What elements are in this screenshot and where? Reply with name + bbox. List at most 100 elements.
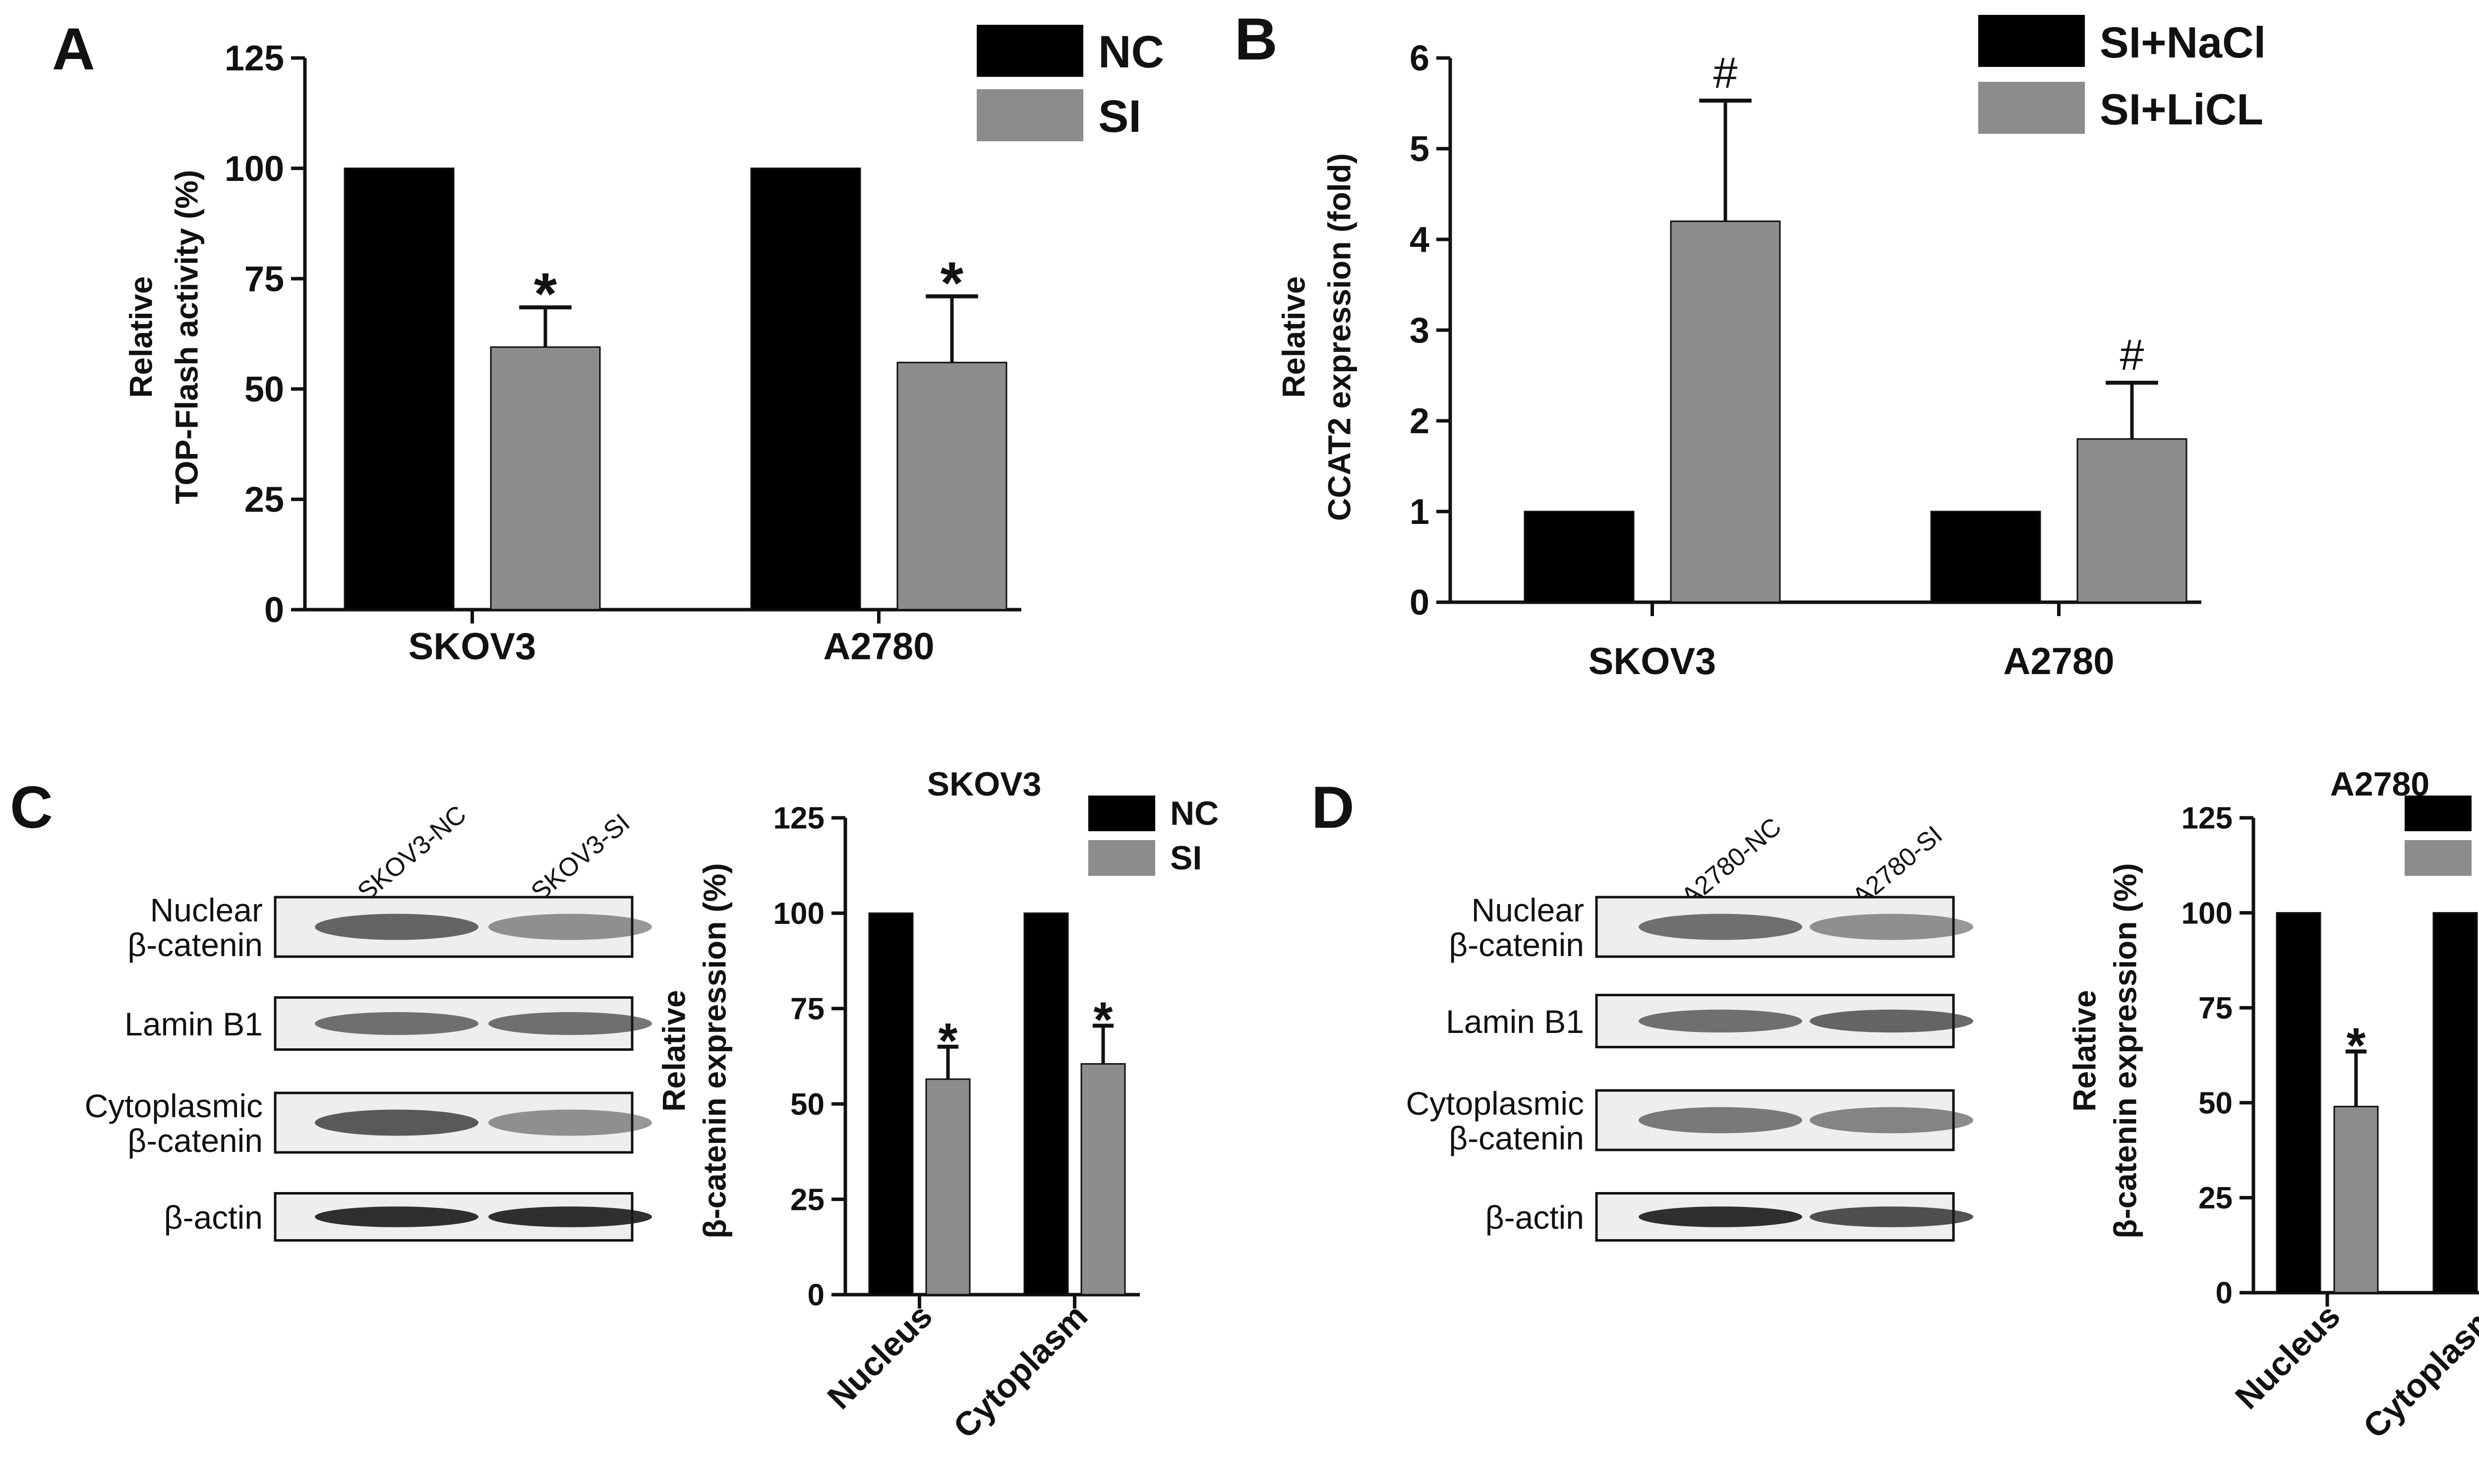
y-axis-title: Relative CCAT2 expression (fold)	[1276, 153, 1357, 521]
lane-label: SKOV3-NC	[352, 800, 472, 907]
protein-band	[488, 1012, 652, 1035]
blot-row-label: Nuclear β-catenin	[1449, 892, 1584, 963]
significance-asterisk: *	[534, 261, 557, 327]
legend-swatch	[2405, 796, 2472, 831]
legend-label: SI+LiCL	[2100, 85, 2263, 134]
blot-row-label: β-actin	[1485, 1199, 1584, 1236]
blot-row-label-line: Cytoplasmic	[85, 1087, 263, 1124]
y-axis-title-line: Relative	[123, 276, 159, 398]
protein-band	[315, 913, 478, 940]
x-tick-label: A2780	[2004, 640, 2115, 683]
y-axis-title-group: Relative β-catenin expression (%)	[656, 863, 732, 1238]
blot-row-label-line: β-catenin	[127, 926, 263, 963]
y-axis-title-line: β-catenin expression (%)	[697, 863, 732, 1238]
y-axis-title-line: β-catenin expression (%)	[2107, 863, 2143, 1238]
y-axis-title-line: Relative	[656, 990, 692, 1111]
legend-swatch	[1088, 840, 1155, 876]
protein-band	[1639, 1009, 1802, 1033]
protein-band	[1810, 1206, 1973, 1227]
lane-label: SKOV3-SI	[526, 808, 635, 907]
y-tick-label: 50	[2198, 1086, 2233, 1121]
bar	[868, 912, 914, 1296]
panel-letter: B	[1235, 6, 1278, 72]
y-axis-title-line: Relative	[2066, 990, 2102, 1111]
protein-band	[315, 1109, 478, 1136]
protein-band	[315, 1012, 478, 1035]
y-tick-label: 100	[773, 897, 825, 931]
legend-label: SI	[1098, 91, 1141, 142]
y-tick-label: 125	[773, 801, 825, 836]
significance-hash: #	[1713, 48, 1738, 97]
y-tick-label: 75	[2198, 991, 2233, 1026]
y-tick-label: 0	[2216, 1276, 2233, 1311]
significance-asterisk: *	[1094, 992, 1113, 1047]
x-tick-label: Cytoplasm	[2356, 1297, 2479, 1446]
blot-row-label-line: Cytoplasmic	[1406, 1085, 1584, 1122]
y-tick-label: 125	[2182, 801, 2233, 836]
y-tick-label: 2	[1410, 401, 1429, 441]
legend-label: SI+NaCl	[2100, 18, 2266, 67]
y-tick-label: 0	[264, 590, 284, 630]
protein-band	[1810, 913, 1973, 940]
blot-row-label-line: β-catenin	[1449, 926, 1584, 963]
legend-swatch	[1978, 82, 2085, 134]
blot-row-label: β-actin	[164, 1199, 263, 1236]
significance-hash: #	[2120, 330, 2144, 379]
y-axis-title-line: CCAT2 expression (fold)	[1321, 153, 1357, 521]
protein-band	[488, 913, 652, 940]
y-tick-label: 3	[1410, 311, 1429, 350]
bar	[2333, 1105, 2379, 1294]
panel-letter: A	[52, 16, 95, 82]
y-axis-title: Relative β-catenin expression (%)	[2066, 863, 2143, 1238]
protein-band	[1810, 1009, 1973, 1033]
bar	[1670, 220, 1781, 603]
blot-row-label: Lamin B1	[1446, 1003, 1584, 1040]
y-tick-label: 100	[225, 149, 284, 189]
y-axis-title-group: Relative TOP-Flash activity (%)	[123, 170, 204, 505]
blot-row-label-line: β-catenin	[1449, 1120, 1584, 1156]
y-tick-label: 5	[1410, 129, 1429, 169]
y-tick-label: 25	[2198, 1181, 2233, 1215]
y-tick-label: 125	[225, 39, 284, 78]
y-axis-title-group: Relative β-catenin expression (%)	[2066, 863, 2143, 1238]
legend-swatch	[977, 89, 1083, 141]
x-tick-label: Cytoplasm	[946, 1297, 1095, 1446]
bar	[2432, 912, 2478, 1294]
blot-row-label-line: Nuclear	[1472, 892, 1584, 928]
blot-row-label-line: Lamin B1	[124, 1006, 263, 1042]
blot-row-label-line: Lamin B1	[1446, 1003, 1584, 1040]
y-tick-label: 0	[808, 1278, 825, 1313]
legend-label: NC	[1098, 27, 1164, 77]
x-tick-label: Nucleus	[820, 1297, 940, 1417]
y-tick-label: 25	[244, 480, 284, 520]
significance-asterisk: *	[941, 250, 964, 316]
bar	[1080, 1063, 1126, 1296]
y-tick-label: 75	[244, 259, 284, 299]
bar	[1930, 511, 2041, 603]
blot-row-label-line: β-actin	[164, 1199, 263, 1236]
y-tick-label: 0	[1410, 583, 1429, 623]
blot-row-label: Lamin B1	[124, 1006, 263, 1042]
y-tick-label: 100	[2182, 896, 2233, 930]
x-tick-label: Nucleus	[2228, 1297, 2348, 1417]
bar	[2076, 438, 2187, 603]
significance-asterisk: *	[939, 1013, 958, 1069]
significance-asterisk: *	[2347, 1018, 2366, 1073]
protein-band	[1639, 1206, 1802, 1227]
blot-row-label-line: β-catenin	[127, 1122, 263, 1159]
legend-label: SI	[1170, 839, 1202, 877]
y-tick-label: 25	[790, 1183, 825, 1217]
bar	[2276, 912, 2321, 1294]
protein-band	[488, 1206, 652, 1227]
blot-row-label: Cytoplasmic β-catenin	[85, 1087, 263, 1159]
legend-swatch	[1088, 796, 1155, 831]
bar	[344, 168, 455, 611]
y-axis-title-line: Relative	[1276, 276, 1311, 398]
legend-label: NC	[1170, 795, 1219, 832]
chart-panel-a: A 0 25 50 75 100 125 Relative TOP-Flash activity…	[52, 16, 1164, 668]
y-tick-label: 50	[244, 370, 284, 409]
bar	[1023, 912, 1069, 1296]
